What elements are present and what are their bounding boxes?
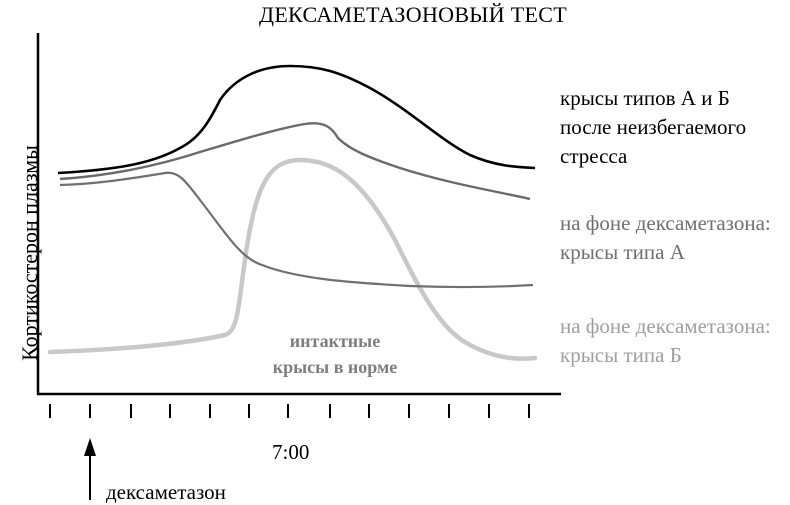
intact-label-line2: крысы в норме [272, 357, 398, 377]
legend-stress-line3: стресса [560, 144, 628, 168]
dexamethasone-arrow-icon [84, 438, 96, 500]
x-tick-label-7-00: 7:00 [272, 440, 310, 464]
legend-dex-b-line1: на фоне дексаметазона: [560, 314, 771, 338]
intact-label-line1: интактные [289, 331, 381, 351]
legend-stress: крысы типов А и Б после неизбегаемого ст… [560, 84, 746, 171]
axes [36, 33, 561, 396]
chart-title: ДЕКСАМЕТАЗОНОВЫЙ ТЕСТ [259, 2, 567, 27]
legend-stress-line2: после неизбегаемого [560, 115, 747, 139]
x-ticks [49, 404, 530, 418]
legend-dex-a-line2: крысы типа А [560, 240, 685, 264]
series-dex-b [47, 157, 538, 361]
series-stress [57, 64, 536, 175]
legend-dex-a: на фоне дексаметазона: крысы типа А [560, 209, 771, 267]
series-control [59, 122, 531, 201]
legend-dex-b: на фоне дексаметазона: крысы типа Б [560, 312, 771, 370]
dexamethasone-label: дексаметазон [106, 480, 226, 504]
legend-stress-line1: крысы типов А и Б [560, 86, 730, 110]
legend-dex-b-line2: крысы типа Б [560, 343, 682, 367]
series-dex-a [59, 171, 534, 289]
legend-dex-a-line1: на фоне дексаметазона: [560, 211, 771, 235]
intact-rats-label: интактные крысы в норме [240, 328, 430, 380]
